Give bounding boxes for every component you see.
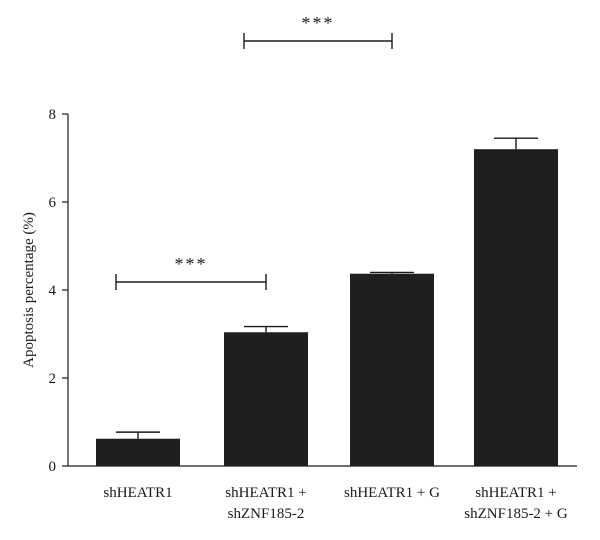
error-bar — [116, 431, 160, 439]
error-bar — [370, 271, 414, 274]
x-tick-label: shHEATR1 — [103, 485, 172, 501]
significance-label: *** — [302, 13, 335, 33]
bar — [96, 438, 180, 466]
bar — [224, 332, 308, 466]
x-tick-label: shHEATR1 + shZNF185-2 — [225, 485, 306, 522]
y-tick-label: 8 — [49, 107, 57, 123]
significance-label: *** — [175, 254, 208, 274]
x-tick-labels: shHEATR1 shHEATR1 + shZNF185-2 shHEATR1 + G… — [103, 485, 567, 522]
error-bar — [244, 325, 288, 333]
y-axis-label: Apoptosis percentage (%) — [21, 212, 37, 368]
x-tick-label: shHEATR1 + shZNF185-2 + G — [464, 485, 568, 522]
y-tick-label: 2 — [49, 371, 57, 387]
significance-brackets: *** *** — [115, 13, 393, 290]
y-tick-label: 6 — [49, 195, 57, 211]
significance-bracket: *** — [115, 254, 267, 290]
y-ticks: 0 2 4 6 8 — [49, 107, 68, 475]
y-tick-label: 4 — [49, 283, 57, 299]
x-tick-label: shHEATR1 + G — [344, 485, 440, 501]
bars — [96, 149, 558, 466]
error-bars — [116, 137, 538, 439]
error-bar — [494, 137, 538, 150]
bar — [474, 149, 558, 466]
significance-bracket: *** — [243, 13, 393, 49]
y-tick-label: 0 — [49, 459, 57, 475]
bar — [350, 273, 434, 466]
